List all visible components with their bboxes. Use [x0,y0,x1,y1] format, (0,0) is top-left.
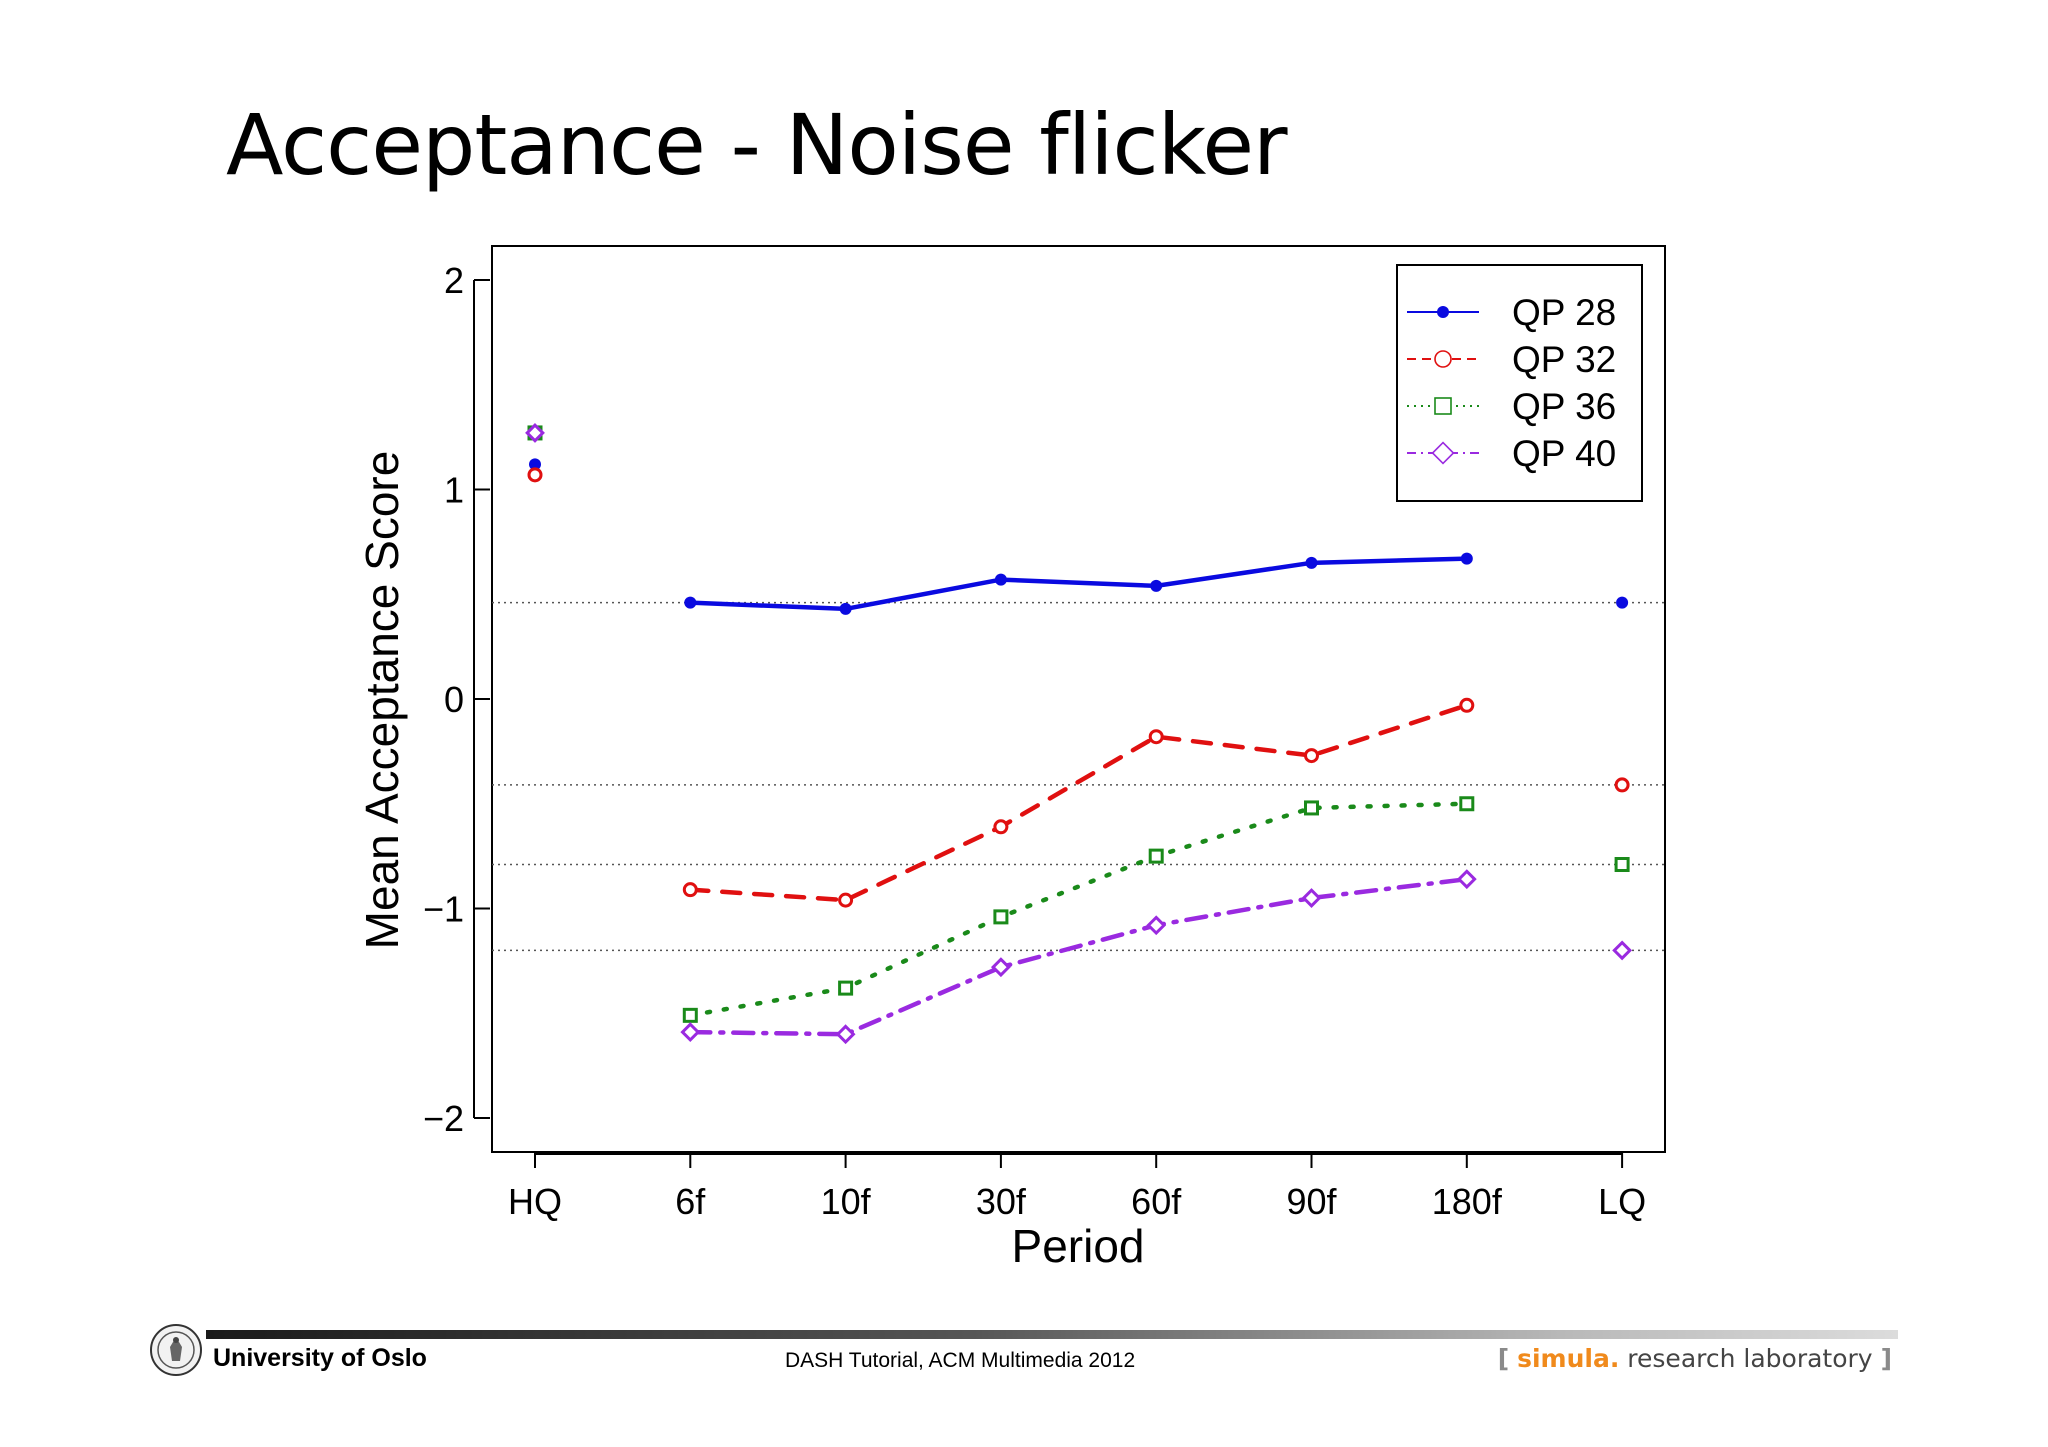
legend-label: QP 28 [1512,292,1616,333]
simula-brand: simula [1517,1344,1610,1373]
data-point [1459,796,1475,812]
y-tick-label: 0 [444,679,464,720]
data-point [1148,848,1164,864]
data-point [529,458,541,471]
data-point [682,882,698,898]
data-point [525,423,545,443]
simula-dot: . [1609,1344,1620,1373]
series-layer [525,423,1633,1045]
data-point [1616,596,1629,609]
legend: QP 28 QP 32 QP 36 QP 40 [1396,264,1643,502]
series-qp-28 [529,458,1629,615]
series-line [688,703,1470,903]
data-point [838,980,854,996]
data-point [527,467,543,483]
series-qp-32 [527,467,1630,908]
data-point [993,819,1009,835]
data-point [684,596,697,609]
y-tick-label: −2 [423,1098,464,1139]
x-tick-label: 6f [675,1181,706,1222]
x-tick-label: 30f [976,1181,1027,1222]
y-axis: 2 1 0 −1 −2 [423,260,490,1139]
data-point [1434,397,1452,415]
series-qp-36 [527,425,1630,1023]
data-point [1301,888,1322,908]
bracket-close: ] [1880,1344,1892,1373]
bracket-open: [ [1497,1344,1510,1373]
data-point [1150,579,1163,592]
x-tick-label: LQ [1598,1181,1646,1222]
data-point [994,573,1007,586]
data-point [1304,800,1319,816]
x-tick-label: 10f [821,1181,872,1222]
data-point [1614,777,1630,793]
legend-label: QP 40 [1512,433,1616,474]
y-axis-label: Mean Acceptance Score [356,451,408,950]
x-axis-label: Period [1012,1220,1145,1272]
data-point [838,892,854,908]
data-point [1434,350,1452,368]
data-point [835,1024,856,1045]
y-tick-label: −1 [423,889,464,930]
x-axis: HQ 6f 10f 30f 60f 90f 180f LQ [508,1152,1646,1222]
y-tick-label: 2 [444,260,464,301]
data-point [1614,857,1630,873]
series-qp-40 [525,423,1633,1045]
x-tick-label: 180f [1432,1181,1503,1222]
plot-frame [491,245,1666,1153]
data-point [1304,748,1319,764]
data-point [1612,940,1633,961]
legend-label: QP 32 [1512,339,1616,380]
x-tick-label: 60f [1131,1181,1182,1222]
x-tick-label: 90f [1286,1181,1337,1222]
simula-logo: [ simula. research laboratory ] [1498,1344,1892,1373]
university-name: University of Oslo [213,1344,427,1372]
data-point [1146,915,1167,936]
slide-title: Acceptance - Noise flicker [226,96,1288,194]
data-point [682,1007,698,1023]
data-point [1148,729,1164,745]
x-tick-label: HQ [508,1181,562,1222]
legend-box [1396,264,1643,502]
data-point [1431,441,1455,465]
university-seal-icon [150,1324,202,1376]
data-point [1459,697,1475,713]
footer-divider [206,1330,1898,1339]
series-line [688,801,1470,1018]
footer-event: DASH Tutorial, ACM Multimedia 2012 [785,1349,1136,1372]
y-tick-label: 1 [444,470,464,511]
data-point [680,1022,701,1043]
data-point [993,909,1009,925]
data-point [1456,869,1477,890]
data-point [1460,552,1473,565]
series-line [688,876,1470,1037]
data-point [839,602,852,615]
reference-lines [492,601,1665,952]
legend-marker [1437,306,1449,318]
data-point [1305,556,1318,569]
data-point [990,957,1011,978]
series-line [688,556,1470,612]
simula-lab-text: research laboratory [1627,1344,1873,1373]
legend-label: QP 36 [1512,386,1616,427]
